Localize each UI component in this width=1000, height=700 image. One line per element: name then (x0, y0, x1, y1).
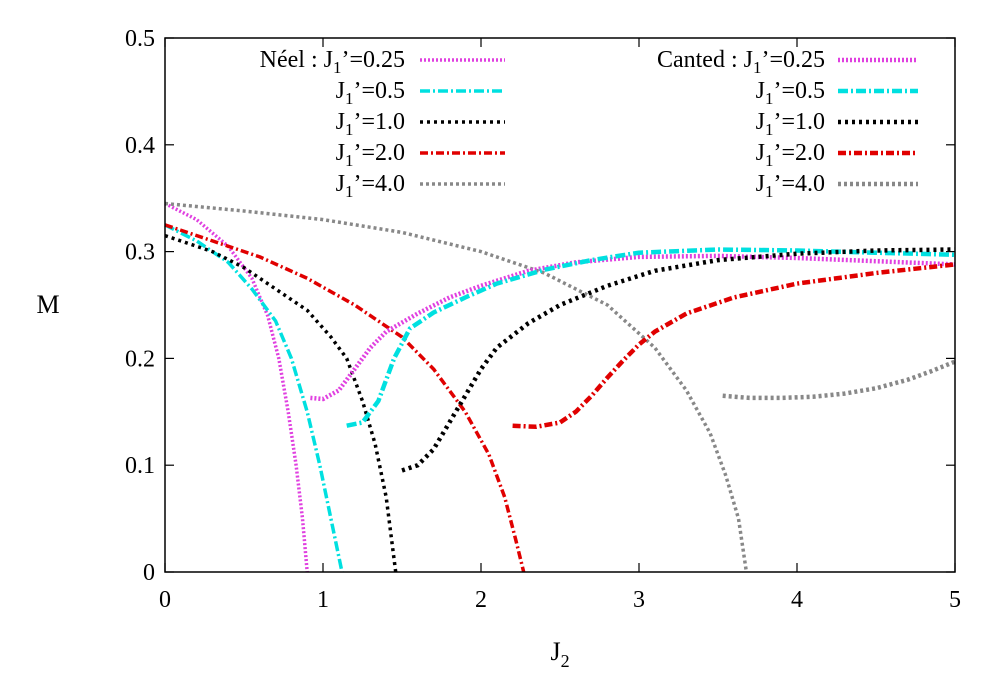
x-tick-label: 4 (791, 587, 803, 613)
x-tick-label: 1 (317, 587, 329, 613)
series-line-canted-1 (310, 253, 956, 402)
legend-label-canted-1: Canted : J1’=0.25 (657, 47, 825, 77)
y-tick-label: 0.3 (125, 240, 155, 266)
legend-label-canted-2: J1’=0.5 (756, 78, 825, 108)
x-axis-label-subscript: 2 (561, 651, 570, 671)
series-line-canted-2 (346, 247, 956, 428)
legend-label-neel-5: J1’=4.0 (336, 171, 405, 201)
series-line-canted-3 (401, 247, 956, 473)
legend-label-canted-5: J1’=4.0 (756, 171, 825, 201)
y-tick-label: 0.5 (125, 26, 155, 52)
series-line-neel-5 (164, 201, 749, 573)
legend-label-neel-3: J1’=1.0 (336, 109, 405, 139)
y-tick-label: 0 (143, 560, 155, 586)
y-tick-label: 0.4 (125, 133, 155, 159)
x-tick-label: 5 (949, 587, 961, 613)
legend-label-neel-2: J1’=0.5 (336, 78, 405, 108)
x-tick-label: 2 (475, 587, 487, 613)
y-tick-label: 0.2 (125, 346, 155, 372)
legend-label-neel-1: Néel : J1’=0.25 (260, 47, 405, 77)
series-line-neel-4 (164, 223, 526, 573)
x-axis-label: J2 (550, 637, 569, 671)
legend-label-canted-3: J1’=1.0 (756, 109, 825, 139)
x-tick-label: 3 (633, 587, 645, 613)
plot-frame (164, 37, 956, 573)
legend: Néel : J1’=0.25J1’=0.5J1’=1.0J1’=2.0J1’=… (260, 47, 918, 201)
y-axis-label: M (36, 290, 59, 319)
legend-label-canted-4: J1’=2.0 (756, 140, 825, 170)
series-layer (164, 201, 956, 573)
x-tick-label: 0 (159, 587, 171, 613)
series-line-canted-4 (512, 262, 956, 430)
series-line-neel-1 (164, 201, 309, 573)
y-tick-label: 0.1 (125, 453, 155, 479)
ticks-layer: 0 1 2 3 4 5 0 0.1 0.2 0.3 0.4 0.5 (125, 26, 961, 613)
series-line-neel-3 (164, 233, 398, 573)
x-axis-label-main: J (550, 637, 560, 666)
legend-label-neel-4: J1’=2.0 (336, 140, 405, 170)
series-line-canted-5 (722, 359, 956, 401)
